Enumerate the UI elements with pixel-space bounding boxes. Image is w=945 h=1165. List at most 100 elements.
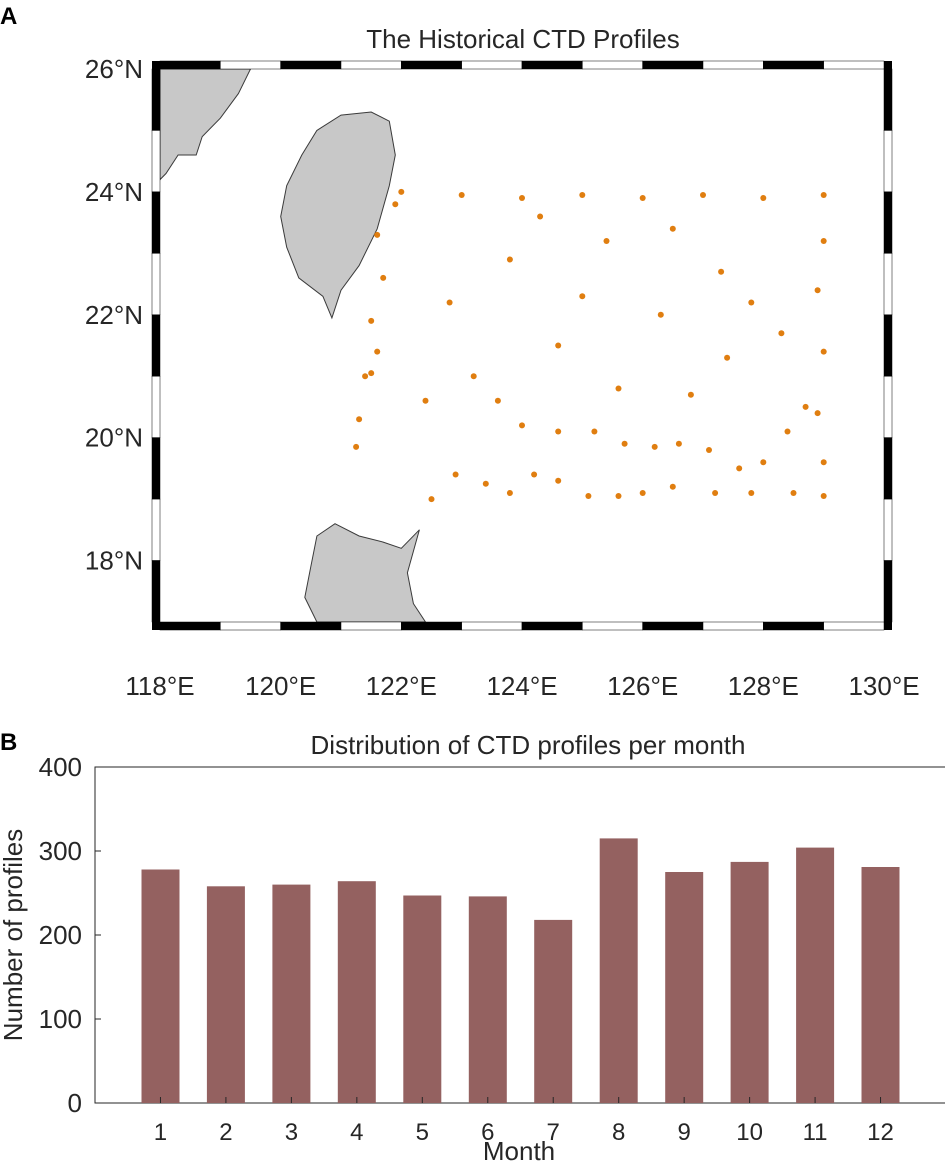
profile-point <box>603 238 610 244</box>
frame-corner <box>152 622 160 630</box>
profile-point <box>760 195 767 201</box>
profile-point <box>736 465 743 472</box>
bar-x-ticks: 1 2 3 4 5 6 7 8 9 10 11 12 <box>154 1097 894 1146</box>
frame-segment <box>702 621 764 631</box>
x-tick-label: 8 <box>612 1119 625 1146</box>
bar-month-8 <box>599 838 638 1103</box>
bar-month-5 <box>403 895 442 1103</box>
frame-segment <box>582 621 643 631</box>
frame-segment <box>340 621 402 631</box>
map-x-tick-label: 122°E <box>366 671 437 701</box>
profiles-map: The Historical CTD Profiles 118°E 120°E 12… <box>85 24 920 701</box>
frame-segment <box>401 60 462 70</box>
profile-point <box>458 192 465 198</box>
profile-point <box>368 370 375 377</box>
frame-segment <box>151 375 161 438</box>
map-y-tick-labels: 18°N 20°N 22°N 24°N 26°N <box>85 54 143 576</box>
profile-point <box>380 274 387 281</box>
frame-corner <box>884 622 892 630</box>
map-x-tick-label: 120°E <box>245 671 316 701</box>
y-tick-label: 300 <box>39 836 82 866</box>
map-title: The Historical CTD Profiles <box>366 24 680 54</box>
map-x-tick-labels: 118°E 120°E 122°E 124°E 126°E 128°E 130°E <box>125 671 919 701</box>
frame-segment <box>702 60 764 70</box>
map-x-tick-label: 118°E <box>125 671 194 701</box>
profile-point <box>639 195 646 201</box>
map-y-tick-label: 22°N <box>85 300 143 330</box>
profile-point <box>820 459 827 466</box>
land-polygon-1 <box>160 69 252 181</box>
map-y-tick-label: 24°N <box>85 177 143 207</box>
bar-month-6 <box>468 896 507 1103</box>
profile-point <box>814 410 821 417</box>
frame-segment <box>151 191 161 254</box>
profile-point <box>519 195 525 201</box>
frame-segment <box>823 621 885 631</box>
frame-segment <box>151 498 161 561</box>
frame-segment <box>280 621 342 631</box>
frame-corner <box>152 61 160 69</box>
frame-segment <box>883 560 893 623</box>
profile-point <box>820 348 827 355</box>
profile-point <box>353 443 360 450</box>
y-tick-label: 0 <box>68 1088 82 1118</box>
profile-point <box>687 391 694 398</box>
y-tick-label: 100 <box>39 1004 82 1034</box>
frame-segment <box>151 130 161 193</box>
frame-segment <box>763 621 824 631</box>
profile-point <box>706 447 712 453</box>
x-tick-label: 12 <box>867 1119 894 1146</box>
profile-point <box>374 348 381 355</box>
frame-segment <box>151 314 161 377</box>
frame-segment <box>642 60 704 70</box>
profile-point <box>718 268 725 275</box>
bar-month-2 <box>206 886 245 1103</box>
profile-point <box>519 422 525 429</box>
map-y-tick-label: 18°N <box>85 546 143 576</box>
frame-segment <box>280 60 342 70</box>
x-tick-label: 9 <box>677 1119 690 1146</box>
map-y-tick-label: 26°N <box>85 54 143 84</box>
profile-point <box>531 471 538 478</box>
frame-segment <box>151 560 161 623</box>
frame-segment <box>401 621 462 631</box>
profile-point <box>657 311 664 318</box>
profile-point <box>712 490 719 496</box>
frame-segment <box>883 437 893 500</box>
frame-segment <box>159 621 221 631</box>
profile-point <box>778 330 785 337</box>
profile-point <box>579 293 586 300</box>
profile-point <box>651 443 658 450</box>
frame-segment <box>159 60 221 70</box>
profile-point <box>585 493 592 499</box>
profile-point <box>555 342 562 349</box>
map-background <box>160 69 884 622</box>
profile-point <box>422 397 429 404</box>
profile-point <box>506 256 513 263</box>
x-tick-label: 3 <box>285 1119 298 1146</box>
profile-point <box>748 490 755 496</box>
profile-point <box>470 373 477 380</box>
profile-point <box>615 493 622 499</box>
x-axis-label: Month <box>483 1136 555 1165</box>
profile-point <box>820 192 827 198</box>
y-tick-label: 400 <box>39 752 82 782</box>
y-tick-label: 200 <box>39 920 82 950</box>
frame-segment <box>883 253 893 316</box>
profile-point <box>820 493 827 499</box>
profile-point <box>669 225 676 232</box>
panel-a-letter: A <box>0 3 17 30</box>
profile-point <box>506 490 513 496</box>
frame-segment <box>883 498 893 561</box>
profile-point <box>555 428 562 435</box>
x-tick-label: 2 <box>219 1119 232 1146</box>
profile-points <box>353 188 827 503</box>
frame-segment <box>823 60 885 70</box>
panel-b-letter: B <box>0 729 17 756</box>
x-tick-label: 4 <box>350 1119 363 1146</box>
x-tick-label: 1 <box>154 1119 167 1146</box>
profile-point <box>374 231 381 238</box>
profile-point <box>368 317 375 324</box>
bar-y-ticks: 0 100 200 300 400 <box>39 752 101 1118</box>
frame-segment <box>461 621 523 631</box>
